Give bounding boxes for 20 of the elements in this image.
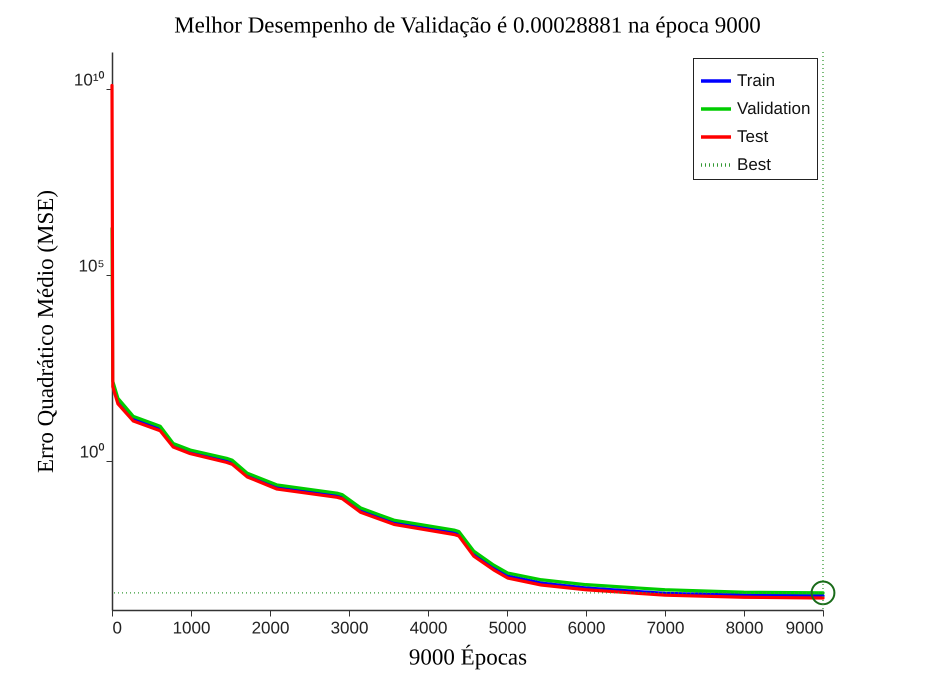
x-tick-label: 2000 bbox=[252, 618, 290, 638]
legend-label: Best bbox=[737, 155, 772, 174]
y-tick-label: 10⁵ bbox=[78, 256, 104, 276]
y-tick-label: 10⁰ bbox=[80, 442, 104, 462]
x-tick-label: 1000 bbox=[172, 618, 210, 638]
legend-label: Train bbox=[737, 71, 776, 90]
y-axis-title: Erro Quadrático Médio (MSE) bbox=[32, 190, 58, 473]
x-tick-label: 9000 bbox=[786, 618, 824, 638]
legend-label: Validation bbox=[737, 99, 810, 118]
x-tick-label: 6000 bbox=[568, 618, 606, 638]
x-axis-title: 9000 Épocas bbox=[408, 644, 528, 670]
x-tick-label: 8000 bbox=[726, 618, 764, 638]
chart-title: Melhor Desempenho de Validação é 0.00028881 na época 9000 bbox=[174, 12, 761, 38]
legend-label: Test bbox=[737, 127, 768, 146]
x-tick-label: 3000 bbox=[330, 618, 368, 638]
x-tick-label: 5000 bbox=[488, 618, 526, 638]
y-tick-label: 10¹⁰ bbox=[74, 70, 104, 90]
x-tick-label: 7000 bbox=[646, 618, 684, 638]
x-tick-label: 0 bbox=[112, 618, 122, 638]
x-tick-label: 4000 bbox=[410, 618, 448, 638]
